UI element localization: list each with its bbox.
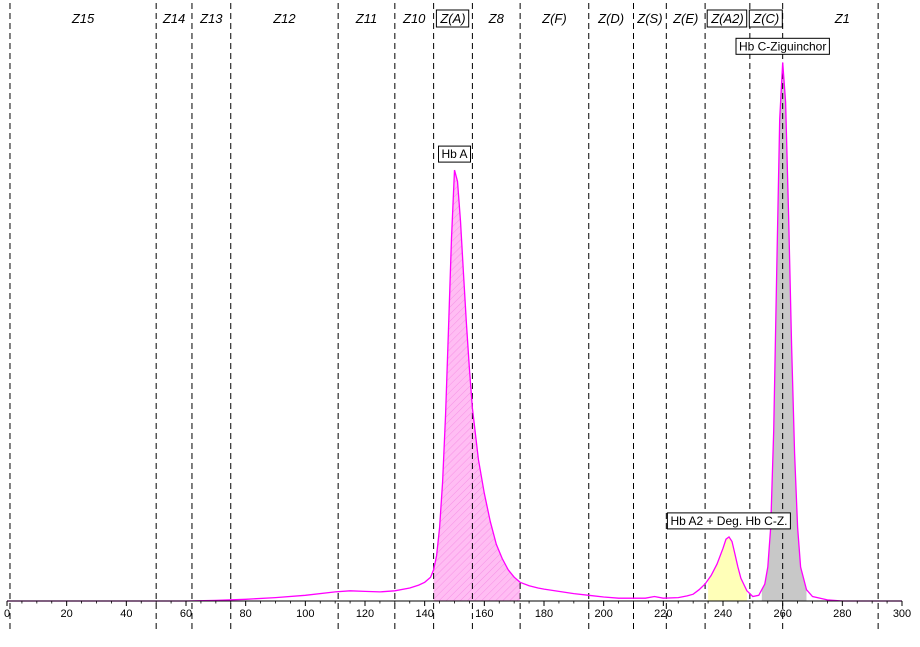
zone-label-text: Z13 <box>199 11 223 26</box>
peak-label-0: Hb A <box>438 145 471 163</box>
zone-label-text: Z10 <box>402 11 426 26</box>
trace-line-group <box>7 62 902 602</box>
x-tick-label: 260 <box>773 608 791 620</box>
zone-label-text: Z15 <box>71 11 95 26</box>
zone-label-box <box>748 9 783 28</box>
peak-label-2: Hb C-Ziguinchor <box>735 37 830 55</box>
x-tick-label: 160 <box>475 608 493 620</box>
peak-fill-1 <box>708 536 747 601</box>
zone-label-9: Z(D) <box>597 11 624 26</box>
zone-label-box <box>706 9 748 28</box>
zone-label-text: Z8 <box>488 11 505 26</box>
x-tick-label: 20 <box>61 608 73 620</box>
trace-line <box>7 62 902 602</box>
zone-label-8: Z(F) <box>541 11 567 26</box>
zone-label-14: Z1 <box>834 11 850 26</box>
x-axis: 0 20 40 60 80 100 120 140 160 180 200 220 240 260 280 3… <box>4 600 911 620</box>
zone-label-text: Z(A) <box>439 11 465 26</box>
zone-label-4: Z11 <box>355 11 377 26</box>
zone-label-2: Z13 <box>199 11 223 26</box>
peak-label-text: Hb C-Ziguinchor <box>739 39 826 53</box>
zone-label-6: Z(A) <box>435 9 470 28</box>
x-tick-label: 100 <box>296 608 314 620</box>
zone-label-12: Z(A2) <box>706 9 748 28</box>
x-tick-label: 0 <box>4 608 10 620</box>
zone-label-0: Z15 <box>71 11 95 26</box>
x-tick-label: 300 <box>893 608 911 620</box>
peak-label-1: Hb A2 + Deg. Hb C-Z. <box>666 512 791 530</box>
zone-label-text: Z(A2) <box>710 11 744 26</box>
peak-label-box <box>735 37 830 55</box>
x-tick-label: 280 <box>833 608 851 620</box>
x-tick-label: 120 <box>356 608 374 620</box>
zone-label-13: Z(C) <box>748 9 783 28</box>
peak-label-box <box>666 512 791 530</box>
x-tick-label: 60 <box>180 608 192 620</box>
zone-label-text: Z11 <box>355 11 377 26</box>
peak-label-text: Hb A2 + Deg. Hb C-Z. <box>670 514 787 528</box>
zone-label-10: Z(S) <box>636 11 662 26</box>
peak-label-box <box>438 145 471 163</box>
zone-label-text: Z(C) <box>752 11 779 26</box>
zone-boundaries <box>9 3 879 630</box>
zone-label-text: Z(S) <box>636 11 662 26</box>
peak-labels: Hb A Hb A2 + Deg. Hb C-Z. Hb C-Ziguinchor <box>438 37 830 530</box>
zone-label-5: Z10 <box>402 11 426 26</box>
x-tick-label: 80 <box>240 608 252 620</box>
zone-labels: Z15 Z14 Z13 Z12 Z11 Z10 Z(A) Z8 Z(F) Z(D) Z(S) Z(E)… <box>71 9 850 28</box>
peak-label-text: Hb A <box>441 147 467 161</box>
zone-label-text: Z12 <box>272 11 296 26</box>
zone-label-text: Z(E) <box>672 11 698 26</box>
zone-label-text: Z(F) <box>541 11 567 26</box>
x-tick-label: 40 <box>120 608 132 620</box>
zone-label-7: Z8 <box>488 11 505 26</box>
zone-label-3: Z12 <box>272 11 296 26</box>
zone-label-box <box>435 9 470 28</box>
x-tick-label: 180 <box>535 608 553 620</box>
peak-fill-0 <box>433 170 521 601</box>
zone-label-text: Z1 <box>834 11 850 26</box>
zone-label-11: Z(E) <box>672 11 698 26</box>
x-tick-label: 240 <box>714 608 732 620</box>
zone-label-text: Z14 <box>162 11 185 26</box>
x-tick-label: 200 <box>594 608 612 620</box>
zone-label-1: Z14 <box>162 11 185 26</box>
x-tick-label: 140 <box>415 608 433 620</box>
x-tick-label: 220 <box>654 608 672 620</box>
zone-label-text: Z(D) <box>597 11 624 26</box>
